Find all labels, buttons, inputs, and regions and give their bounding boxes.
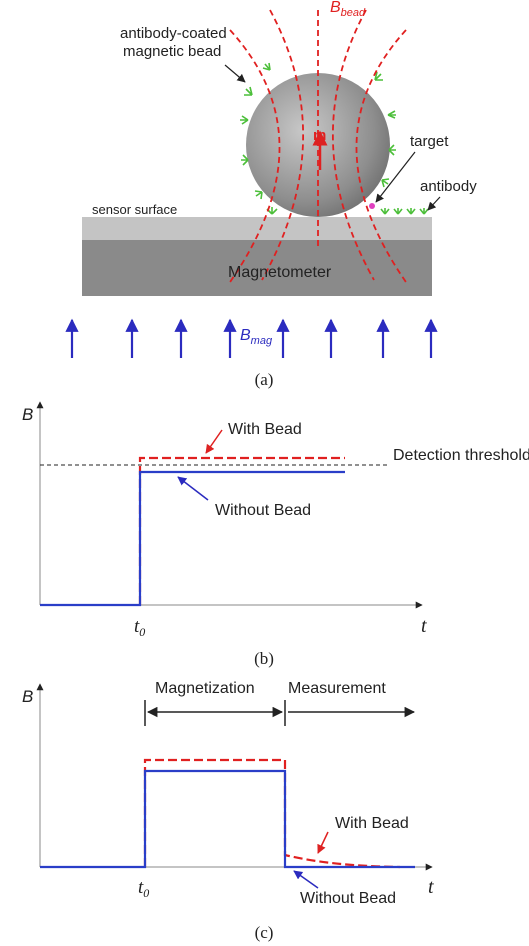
t0-label: t0 — [134, 616, 145, 639]
x-axis-label: t — [421, 615, 427, 637]
with-bead-signal — [143, 758, 401, 869]
pointer — [317, 831, 329, 854]
without-bead-label: Without Bead — [300, 890, 396, 907]
bead-label: magnetic bead — [123, 43, 221, 60]
phase-label: Magnetization — [155, 680, 255, 697]
threshold-label: Detection threshold — [393, 447, 529, 464]
caption: (c) — [255, 923, 274, 942]
pointer — [375, 151, 416, 203]
surface-label: sensor surface — [92, 202, 177, 217]
bias-field-arrows — [65, 318, 438, 358]
x-axis-label: t — [428, 876, 434, 898]
target-label: target — [410, 133, 449, 150]
sensor-surface — [82, 217, 432, 240]
panel-b: B Detection threshold With Bead Without … — [22, 401, 529, 668]
without-bead-label: Without Bead — [215, 502, 311, 519]
caption: (b) — [254, 649, 274, 668]
moment-label: m — [313, 127, 326, 144]
panel-a: m Bbead antibody-coated magnetic bead ta… — [65, 0, 477, 389]
t0-label: t0 — [138, 877, 149, 900]
magnetometer — [82, 240, 432, 296]
bead-field-label: Bbead — [330, 0, 366, 19]
panel-c: B Magnetization Measurement With Bead Wi… — [22, 680, 434, 942]
pointer — [427, 196, 441, 211]
y-axis-label: B — [22, 405, 33, 424]
with-bead-signal — [138, 456, 345, 605]
without-bead-signal — [40, 470, 345, 607]
pointer — [177, 476, 209, 501]
phase-label: Measurement — [288, 680, 386, 697]
pointer — [205, 429, 223, 454]
caption: (a) — [255, 370, 274, 389]
y-axis-label: B — [22, 687, 33, 706]
pointer — [293, 870, 319, 889]
sensor-label: Magnetometer — [228, 264, 332, 281]
target-molecule — [369, 203, 375, 209]
with-bead-label: With Bead — [335, 815, 409, 832]
bias-field-label: Bmag — [240, 327, 273, 347]
without-bead-signal — [40, 769, 415, 869]
pointer — [224, 64, 246, 83]
bead-label: antibody-coated — [120, 25, 227, 42]
with-bead-label: With Bead — [228, 421, 302, 438]
field-lines — [227, 9, 409, 286]
antibody-label: antibody — [420, 178, 477, 195]
antibodies — [240, 62, 429, 215]
